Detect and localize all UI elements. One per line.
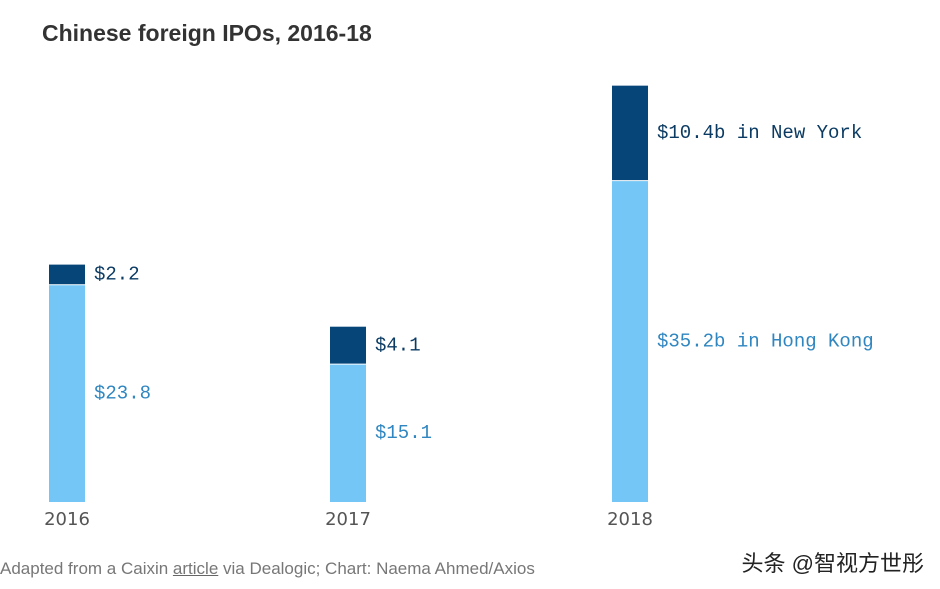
bar-hong-kong-2016 xyxy=(49,284,85,502)
source-credit: Adapted from a Caixin article via Dealog… xyxy=(0,559,535,579)
credit-suffix: via Dealogic; Chart: Naema Ahmed/Axios xyxy=(218,559,535,578)
label-hong-kong-2016: $23.8 xyxy=(94,382,151,404)
label-new-york-2018: $10.4b in New York xyxy=(657,122,862,144)
article-link[interactable]: article xyxy=(172,559,219,578)
bar-new-york-2016 xyxy=(49,264,85,285)
label-hong-kong-2018: $35.2b in Hong Kong xyxy=(657,330,874,352)
label-hong-kong-2017: $15.1 xyxy=(375,422,432,444)
bar-hong-kong-2017 xyxy=(330,364,366,502)
x-axis-ticks-group: 2016 2017 2018 xyxy=(44,509,653,530)
bar-hong-kong-2018 xyxy=(612,180,648,502)
bar-new-york-2018 xyxy=(612,85,648,181)
x-tick-2018: 2018 xyxy=(607,509,653,530)
x-tick-2016: 2016 xyxy=(44,509,90,530)
bar-new-york-2017 xyxy=(330,326,366,365)
x-tick-2017: 2017 xyxy=(325,509,371,530)
chart-title: Chinese foreign IPOs, 2016-18 xyxy=(42,20,372,46)
credit-prefix: Adapted from a Caixin xyxy=(0,559,173,578)
watermark: 头条 @智视方世彤 xyxy=(741,551,924,576)
value-labels-group: $2.2 $23.8 $4.1 $15.1 $10.4b in New York $35.… xyxy=(94,122,874,444)
label-new-york-2016: $2.2 xyxy=(94,264,140,286)
bars-group xyxy=(49,85,648,502)
label-new-york-2017: $4.1 xyxy=(375,334,421,356)
